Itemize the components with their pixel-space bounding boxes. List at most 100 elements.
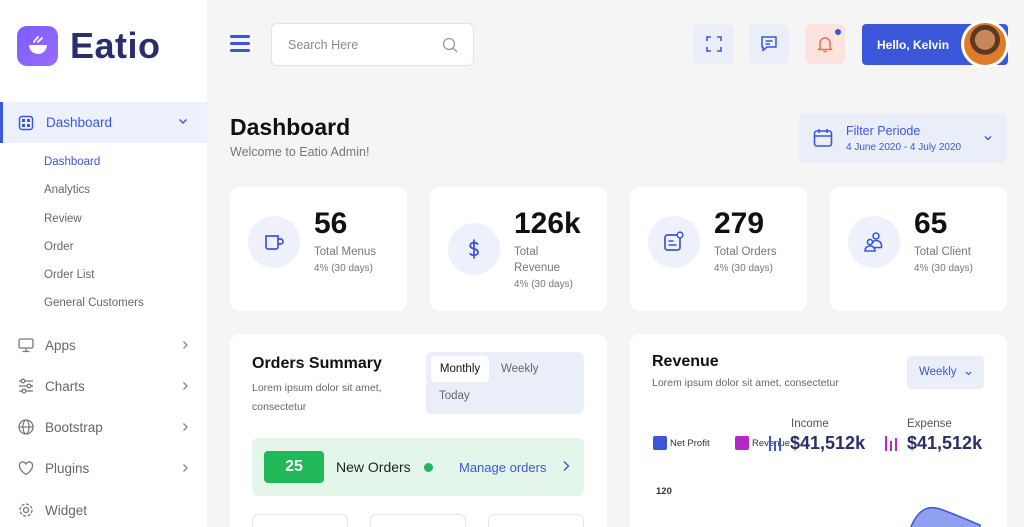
avatar[interactable] (961, 20, 1009, 68)
brand-name: Eatio (70, 25, 161, 66)
filter-label: Filter Periode (846, 124, 921, 138)
sidebar-item-label: Bootstrap (45, 419, 103, 435)
calendar-icon (813, 129, 833, 147)
user-greeting: Hello, Kelvin (877, 38, 950, 52)
new-orders-label: New Orders (336, 459, 411, 475)
expense-bars-icon (885, 436, 897, 451)
income-label: Income (791, 418, 829, 430)
notification-dot (835, 29, 841, 35)
chevron-right-icon[interactable] (560, 459, 572, 473)
sliders-icon (19, 378, 33, 394)
stat-label-line1: Total (514, 246, 539, 258)
stat-label: Total Orders (714, 246, 777, 258)
expense-value: $41,512k (907, 433, 983, 453)
cup-icon (248, 216, 300, 268)
chevron-right-icon (183, 341, 188, 349)
chevron-down-icon (965, 371, 972, 376)
globe-icon (18, 419, 34, 435)
sidebar-item-charts[interactable]: Charts (0, 371, 207, 401)
card-description: Lorem ipsum dolor sit amet, consectetur (652, 377, 839, 389)
sidebar-item-plugins[interactable]: Plugins (0, 453, 207, 483)
submenu-dashboard[interactable]: Dashboard (44, 156, 101, 168)
legend-swatch (653, 436, 667, 450)
manage-orders-link[interactable]: Manage orders (459, 460, 547, 475)
stat-card-total-menus: 56 Total Menus 4% (30 days) (230, 187, 407, 311)
stat-value: 279 (714, 207, 765, 240)
search-input[interactable]: Search Here (288, 38, 359, 52)
stat-value: 65 (914, 207, 948, 240)
sidebar-item-bootstrap[interactable]: Bootstrap (0, 412, 207, 442)
stat-change: 4% (30 days) (714, 263, 773, 274)
orders-summary-card: Orders Summary Lorem ipsum dolor sit ame… (230, 334, 607, 527)
stat-change: 4% (30 days) (514, 279, 573, 290)
sidebar-item-label: Widget (45, 502, 88, 518)
dashboard-icon (18, 115, 34, 130)
dollar-icon (448, 223, 500, 275)
fullscreen-icon (706, 36, 722, 52)
heart-icon (18, 461, 34, 476)
search-box[interactable]: Search Here (271, 23, 474, 66)
submenu-order[interactable]: Order (44, 241, 74, 253)
tab-monthly[interactable]: Monthly (431, 356, 489, 382)
income-bars-icon (769, 436, 781, 451)
submenu-review[interactable]: Review (44, 213, 82, 225)
sidebar-item-apps[interactable]: Apps (0, 330, 207, 360)
fullscreen-button[interactable] (694, 24, 734, 64)
legend-revenue: Revenue (735, 436, 790, 450)
order-stat-box (488, 514, 584, 527)
bell-icon (817, 37, 833, 53)
sidebar-item-dashboard[interactable]: Dashboard (0, 102, 207, 143)
chevron-down-icon (984, 136, 992, 141)
gear-icon (19, 503, 33, 517)
filter-range: 4 June 2020 - 4 July 2020 (846, 142, 962, 153)
chevron-right-icon (183, 464, 188, 472)
order-stat-box (370, 514, 466, 527)
brand-logo[interactable]: Eatio (17, 25, 161, 67)
sidebar-item-label: Plugins (45, 460, 90, 476)
submenu-analytics[interactable]: Analytics (44, 184, 91, 196)
tab-weekly[interactable]: Weekly (501, 363, 539, 375)
submenu-general-customers[interactable]: General Customers (44, 297, 144, 309)
orders-icon (648, 216, 700, 268)
filter-period-dropdown[interactable]: Filter Periode 4 June 2020 - 4 July 2020 (799, 113, 1007, 163)
search-icon[interactable] (441, 36, 459, 54)
notifications-button[interactable] (805, 24, 845, 64)
period-tabs: Monthly Weekly Today (426, 352, 584, 414)
stat-card-total-client: 65 Total Client 4% (30 days) (830, 187, 1007, 311)
chevron-down-icon (179, 119, 187, 124)
legend-swatch (735, 436, 749, 450)
page-subtitle: Welcome to Eatio Admin! (230, 145, 370, 159)
period-selected: Weekly (919, 366, 957, 378)
revenue-card: Revenue Lorem ipsum dolor sit amet, cons… (630, 334, 1007, 527)
new-orders-banner: 25 New Orders Manage orders (252, 438, 584, 496)
stat-change: 4% (30 days) (914, 263, 973, 274)
sidebar: Eatio Dashboard Dashboard Analytics Revi… (0, 0, 207, 527)
menu-toggle-button[interactable] (230, 35, 250, 53)
sidebar-item-label: Apps (45, 337, 76, 353)
order-stat-box (252, 514, 348, 527)
page-title: Dashboard (230, 114, 351, 140)
sidebar-item-label: Charts (45, 378, 85, 394)
income-value: $41,512k (790, 433, 866, 453)
messages-button[interactable] (749, 24, 789, 64)
tab-today[interactable]: Today (439, 390, 470, 402)
status-dot (424, 463, 433, 472)
chevron-right-icon (183, 382, 188, 390)
revenue-chart-area (910, 506, 981, 527)
period-dropdown[interactable]: Weekly (907, 356, 984, 389)
legend-net-profit: Net Profit (653, 436, 710, 450)
sidebar-item-widget[interactable]: Widget (0, 495, 207, 525)
stat-label-line2: Revenue (514, 262, 561, 274)
stat-label: Total Menus (314, 246, 377, 258)
sidebar-item-label: Dashboard (46, 115, 113, 130)
stat-change: 4% (30 days) (314, 263, 373, 274)
stat-value: 126k (514, 207, 581, 240)
submenu-order-list[interactable]: Order List (44, 269, 95, 281)
new-orders-count: 25 (264, 451, 324, 483)
stat-label: Total Client (914, 246, 971, 258)
card-title: Revenue (652, 353, 719, 370)
card-title: Orders Summary (252, 355, 382, 372)
stat-card-total-orders: 279 Total Orders 4% (30 days) (630, 187, 807, 311)
card-description: Lorem ipsum dolor sit amet, consectetur (252, 382, 382, 413)
axis-tick-label: 120 (656, 486, 672, 497)
